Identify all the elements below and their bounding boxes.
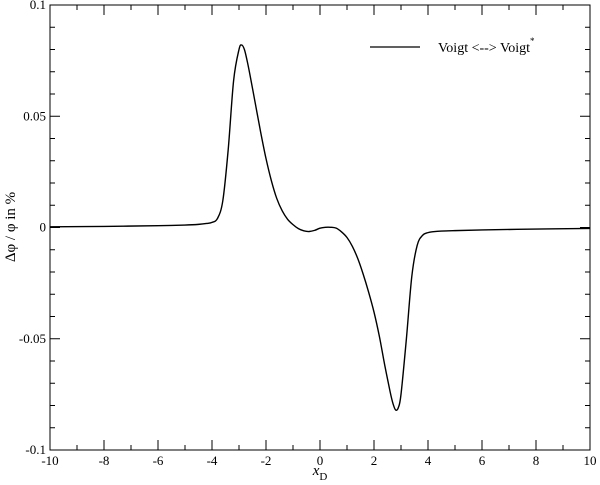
x-tick-label: 2 — [371, 453, 378, 468]
x-tick-label: -4 — [207, 453, 218, 468]
x-tick-label: -6 — [153, 453, 164, 468]
y-tick-label: -0.05 — [19, 331, 46, 346]
y-tick-label: 0.05 — [23, 108, 46, 123]
x-axis-label-subscript: D — [319, 471, 327, 483]
legend-label-main: Voigt <--> Voigt — [438, 41, 530, 56]
y-axis-ticks: -0.1 -0.05 0 0.05 0.1 — [19, 0, 590, 457]
x-axis-ticks: -10 -8 -6 -4 -2 0 2 4 6 8 10 — [41, 5, 597, 468]
x-tick-label: -10 — [41, 453, 58, 468]
y-tick-label: 0.1 — [30, 0, 46, 12]
x-axis-label-main: x — [312, 463, 320, 479]
y-tick-label: 0 — [40, 220, 47, 235]
x-axis-label: xD — [312, 463, 328, 483]
series-layer — [49, 44, 591, 411]
x-tick-label: 4 — [425, 453, 432, 468]
legend-label: Voigt <--> Voigt* — [438, 36, 535, 56]
x-tick-label: 6 — [479, 453, 486, 468]
x-tick-label: 10 — [584, 453, 597, 468]
y-axis-label: Δφ / φ in % — [3, 192, 19, 262]
x-tick-label: -2 — [261, 453, 272, 468]
legend-label-superscript: * — [530, 36, 535, 46]
x-tick-label: 0 — [317, 453, 324, 468]
x-tick-label: -8 — [99, 453, 110, 468]
series-line — [49, 44, 591, 411]
y-tick-label: -0.1 — [25, 442, 46, 457]
legend: Voigt <--> Voigt* — [370, 36, 535, 56]
x-tick-label: 8 — [533, 453, 540, 468]
